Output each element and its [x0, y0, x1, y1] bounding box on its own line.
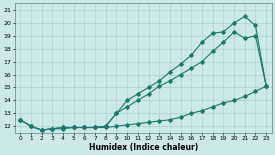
- X-axis label: Humidex (Indice chaleur): Humidex (Indice chaleur): [89, 143, 198, 152]
